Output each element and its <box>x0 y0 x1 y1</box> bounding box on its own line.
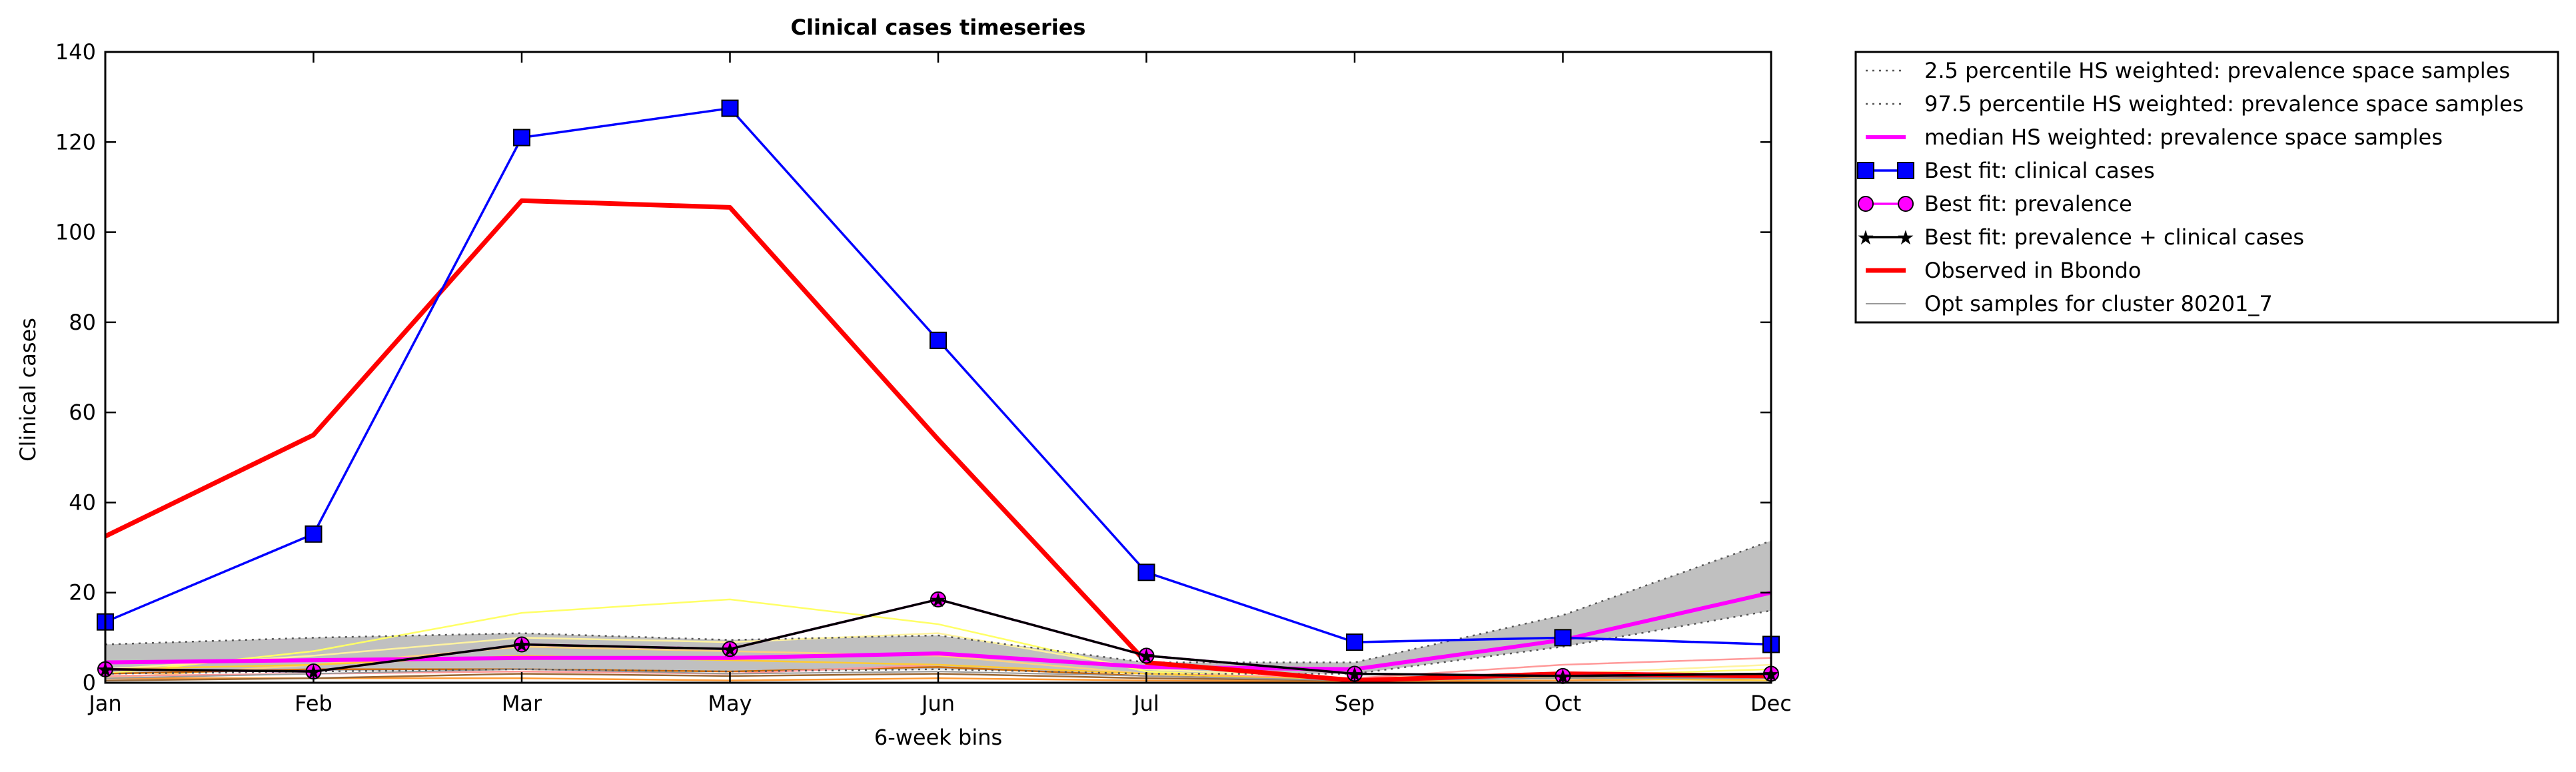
marker-point: ★ <box>513 634 531 657</box>
series-line-3 <box>105 107 1772 646</box>
legend-label: median HS weighted: prevalence space sam… <box>1924 125 2443 150</box>
marker-point: ★ <box>721 638 739 661</box>
series-line-5 <box>105 598 1772 677</box>
legend-marker <box>1858 196 1874 212</box>
marker-point <box>1554 629 1572 647</box>
x-tick-label: Oct <box>1545 691 1581 716</box>
y-tick-label: 0 <box>83 670 96 695</box>
y-axis-label: Clinical cases <box>15 318 41 462</box>
legend-label: 2.5 percentile HS weighted: prevalence s… <box>1924 58 2510 83</box>
legend-marker <box>1857 162 1874 179</box>
x-tick-label: Jun <box>920 691 955 716</box>
legend-marker: ★ <box>1857 226 1875 250</box>
marker-point <box>1137 564 1155 581</box>
y-tick-label: 40 <box>69 490 96 515</box>
y-tick-label: 80 <box>69 310 96 335</box>
x-axis-label: 6-week bins <box>874 725 1002 750</box>
legend: 2.5 percentile HS weighted: prevalence s… <box>1854 51 2559 324</box>
legend-marker: ★ <box>1897 226 1915 250</box>
chart-title: Clinical cases timeseries <box>791 15 1086 40</box>
legend-marker <box>1897 162 1914 179</box>
marker-point: ★ <box>930 589 948 612</box>
x-tick-label: Jan <box>87 691 121 716</box>
y-tick-label: 60 <box>69 400 96 425</box>
marker-point <box>1346 633 1363 651</box>
y-tick-label: 100 <box>55 220 96 245</box>
x-tick-label: Jul <box>1132 691 1159 716</box>
series-line-1 <box>105 540 1772 663</box>
y-tick-label: 140 <box>55 39 96 65</box>
x-tick-label: Sep <box>1335 691 1375 716</box>
series-line-7 <box>105 668 1771 681</box>
legend-label: Best fit: prevalence + clinical cases <box>1924 224 2304 250</box>
x-tick-label: May <box>708 691 752 716</box>
x-tick-label: Dec <box>1750 691 1792 716</box>
series-line-0 <box>105 609 1772 675</box>
marker-point: ★ <box>1137 645 1155 668</box>
x-tick-label: Feb <box>295 691 332 716</box>
legend-label: 97.5 percentile HS weighted: prevalence … <box>1924 91 2523 117</box>
marker-point <box>513 129 530 147</box>
axis-ticks: 0 20 40 60 80 100 120 140 Jan Feb Mar May Jun Jul Sep O… <box>55 39 1792 716</box>
y-tick-label: 120 <box>55 129 96 155</box>
series-lines: ★ ★★ ★★★★ ★ ★ <box>97 99 1780 689</box>
legend-label: Opt samples for cluster 80201_7 <box>1924 291 2273 316</box>
legend-items: 2.5 percentile HS weighted: prevalence s… <box>1857 58 2524 316</box>
series-line-2 <box>105 590 1772 671</box>
y-tick-label: 20 <box>69 580 96 605</box>
legend-marker <box>1898 196 1914 212</box>
marker-point <box>721 99 739 117</box>
legend-label: Best fit: clinical cases <box>1924 158 2155 183</box>
legend-frame <box>1854 51 2559 324</box>
legend-label: Observed in Bbondo <box>1924 258 2141 283</box>
x-tick-label: Mar <box>502 691 542 716</box>
marker-point <box>305 525 322 543</box>
legend-label: Best fit: prevalence <box>1924 191 2132 216</box>
marker-point <box>930 331 947 349</box>
